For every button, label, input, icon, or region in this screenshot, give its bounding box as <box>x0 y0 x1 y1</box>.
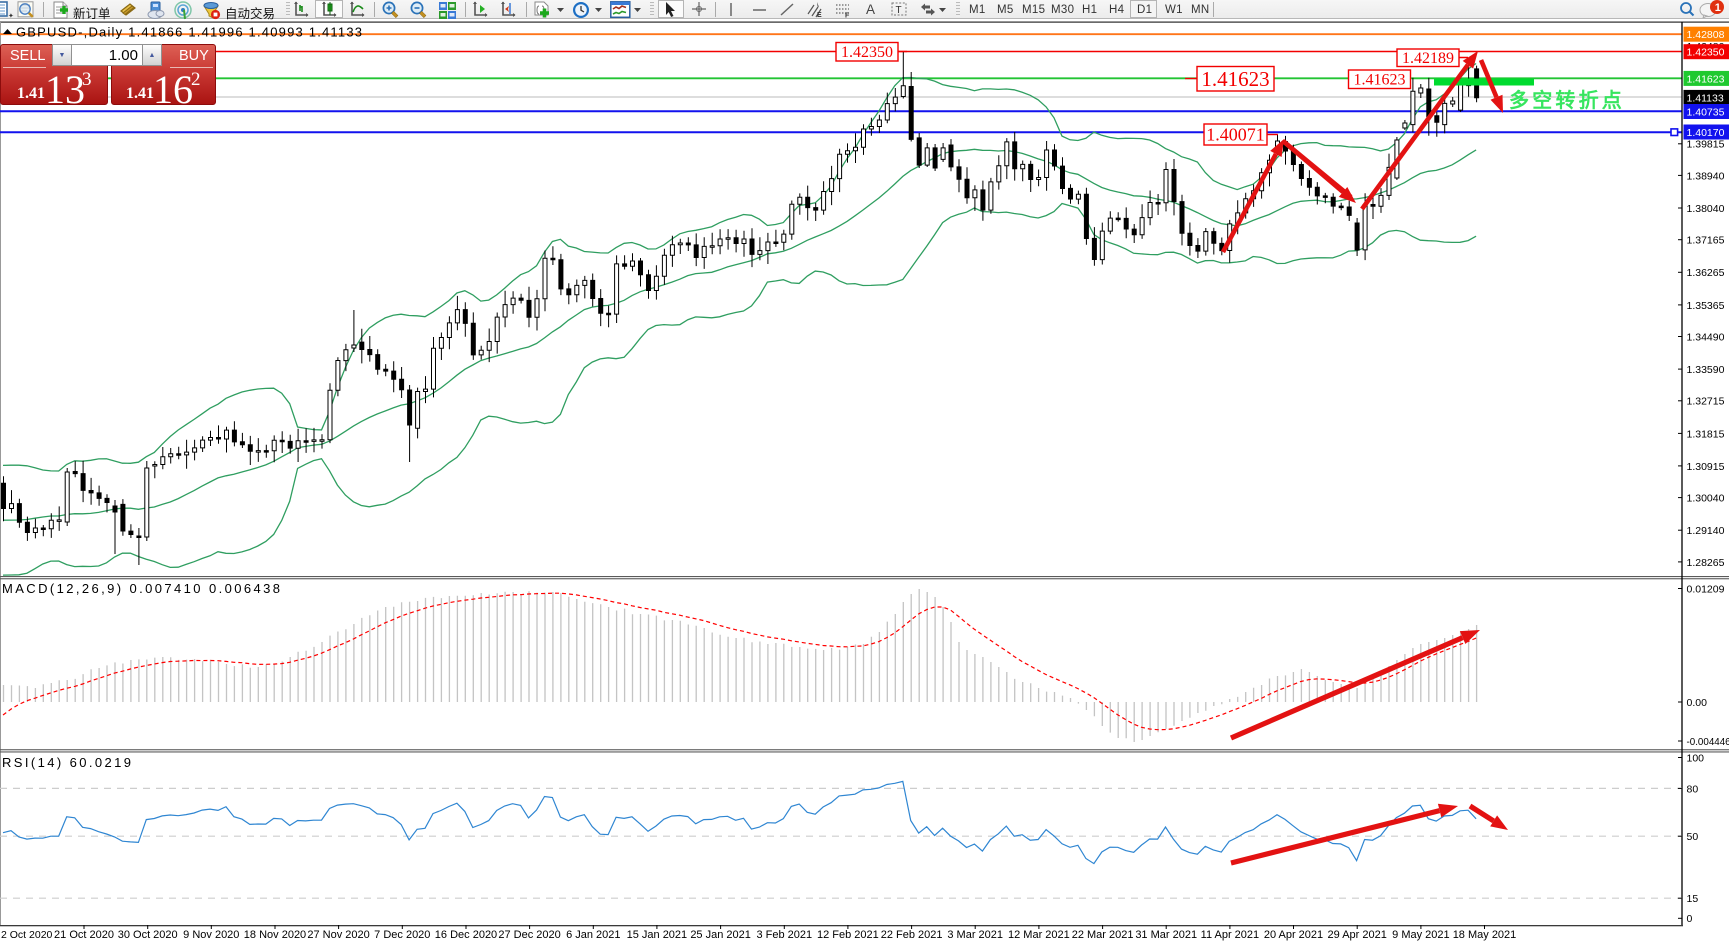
svg-text:16 Dec 2020: 16 Dec 2020 <box>435 929 497 941</box>
svg-text:1.42189: 1.42189 <box>1402 50 1454 67</box>
svg-text:1.28265: 1.28265 <box>1687 557 1725 569</box>
svg-text:15 Jan 2021: 15 Jan 2021 <box>627 929 688 941</box>
svg-text:3 Feb 2021: 3 Feb 2021 <box>756 929 812 941</box>
svg-text:1.30915: 1.30915 <box>1687 461 1725 473</box>
svg-text:1.41623: 1.41623 <box>1201 67 1269 91</box>
svg-text:20 Apr 2021: 20 Apr 2021 <box>1264 929 1323 941</box>
svg-text:3 Mar 2021: 3 Mar 2021 <box>947 929 1003 941</box>
svg-text:29 Apr 2021: 29 Apr 2021 <box>1328 929 1387 941</box>
svg-text:12 Feb 2021: 12 Feb 2021 <box>817 929 879 941</box>
svg-text:1.40071: 1.40071 <box>1206 125 1265 145</box>
svg-text:12 Mar 2021: 12 Mar 2021 <box>1008 929 1070 941</box>
svg-text:E: E <box>817 12 822 18</box>
svg-text:0.00: 0.00 <box>1687 697 1708 709</box>
svg-text:1.41133: 1.41133 <box>1687 92 1724 104</box>
svg-text:18 Nov 2020: 18 Nov 2020 <box>244 929 306 941</box>
svg-text:9 Nov 2020: 9 Nov 2020 <box>183 929 239 941</box>
svg-text:11 Apr 2021: 11 Apr 2021 <box>1201 929 1260 941</box>
svg-text:30 Oct 2020: 30 Oct 2020 <box>118 929 178 941</box>
svg-text:6 Jan 2021: 6 Jan 2021 <box>566 929 620 941</box>
svg-text:-0.004446: -0.004446 <box>1687 737 1729 748</box>
svg-text:0: 0 <box>1687 913 1693 925</box>
svg-text:50: 50 <box>1687 831 1699 843</box>
svg-text:MACD(12,26,9) 0.007410 0.00643: MACD(12,26,9) 0.007410 0.006438 <box>2 581 282 596</box>
svg-text:1.38940: 1.38940 <box>1687 170 1725 182</box>
svg-text:1.42350: 1.42350 <box>1687 47 1725 59</box>
svg-text:F: F <box>845 13 850 19</box>
svg-text:多空转折点: 多空转折点 <box>1509 88 1625 112</box>
svg-text:27 Dec 2020: 27 Dec 2020 <box>498 929 560 941</box>
svg-text:100: 100 <box>1687 752 1705 764</box>
svg-text:31 Mar 2021: 31 Mar 2021 <box>1135 929 1197 941</box>
svg-text:1.37165: 1.37165 <box>1687 235 1725 247</box>
svg-text:15: 15 <box>1687 893 1699 905</box>
svg-text:1.42808: 1.42808 <box>1687 29 1725 41</box>
svg-text:22 Mar 2021: 22 Mar 2021 <box>1072 929 1134 941</box>
svg-text:1.41623: 1.41623 <box>1354 72 1406 89</box>
svg-text:1: 1 <box>1715 2 1721 14</box>
svg-text:1.40170: 1.40170 <box>1687 127 1725 139</box>
svg-text:0.01209: 0.01209 <box>1687 583 1725 595</box>
svg-text:1.42350: 1.42350 <box>841 44 893 61</box>
svg-text:1.30040: 1.30040 <box>1687 493 1725 505</box>
svg-text:27 Nov 2020: 27 Nov 2020 <box>307 929 369 941</box>
svg-text:21 Oct 2020: 21 Oct 2020 <box>54 929 114 941</box>
svg-text:25 Jan 2021: 25 Jan 2021 <box>690 929 751 941</box>
svg-text:1.32715: 1.32715 <box>1687 396 1725 408</box>
svg-text:1.35365: 1.35365 <box>1687 300 1725 312</box>
svg-text:1.33590: 1.33590 <box>1687 364 1725 376</box>
svg-text:1.38040: 1.38040 <box>1687 203 1725 215</box>
svg-text:RSI(14) 60.0219: RSI(14) 60.0219 <box>2 755 133 770</box>
svg-text:1.34490: 1.34490 <box>1687 331 1725 343</box>
svg-text:80: 80 <box>1687 783 1699 795</box>
svg-text:7 Dec 2020: 7 Dec 2020 <box>374 929 430 941</box>
svg-text:T: T <box>896 5 902 16</box>
svg-text:1.40735: 1.40735 <box>1687 106 1725 118</box>
svg-text:22 Feb 2021: 22 Feb 2021 <box>881 929 943 941</box>
svg-text:9 May 2021: 9 May 2021 <box>1392 929 1449 941</box>
svg-text:1.29140: 1.29140 <box>1687 525 1725 537</box>
svg-text:1.31815: 1.31815 <box>1687 428 1725 440</box>
svg-text:1.36265: 1.36265 <box>1687 267 1725 279</box>
svg-text:1.41623: 1.41623 <box>1687 73 1725 85</box>
svg-text:GBPUSD-,Daily 1.41866 1.41996: GBPUSD-,Daily 1.41866 1.41996 1.40993 1.… <box>16 25 363 40</box>
svg-text:18 May 2021: 18 May 2021 <box>1453 929 1517 941</box>
svg-text:1.39815: 1.39815 <box>1687 139 1725 151</box>
svg-text:2 Oct 2020: 2 Oct 2020 <box>1 929 53 941</box>
